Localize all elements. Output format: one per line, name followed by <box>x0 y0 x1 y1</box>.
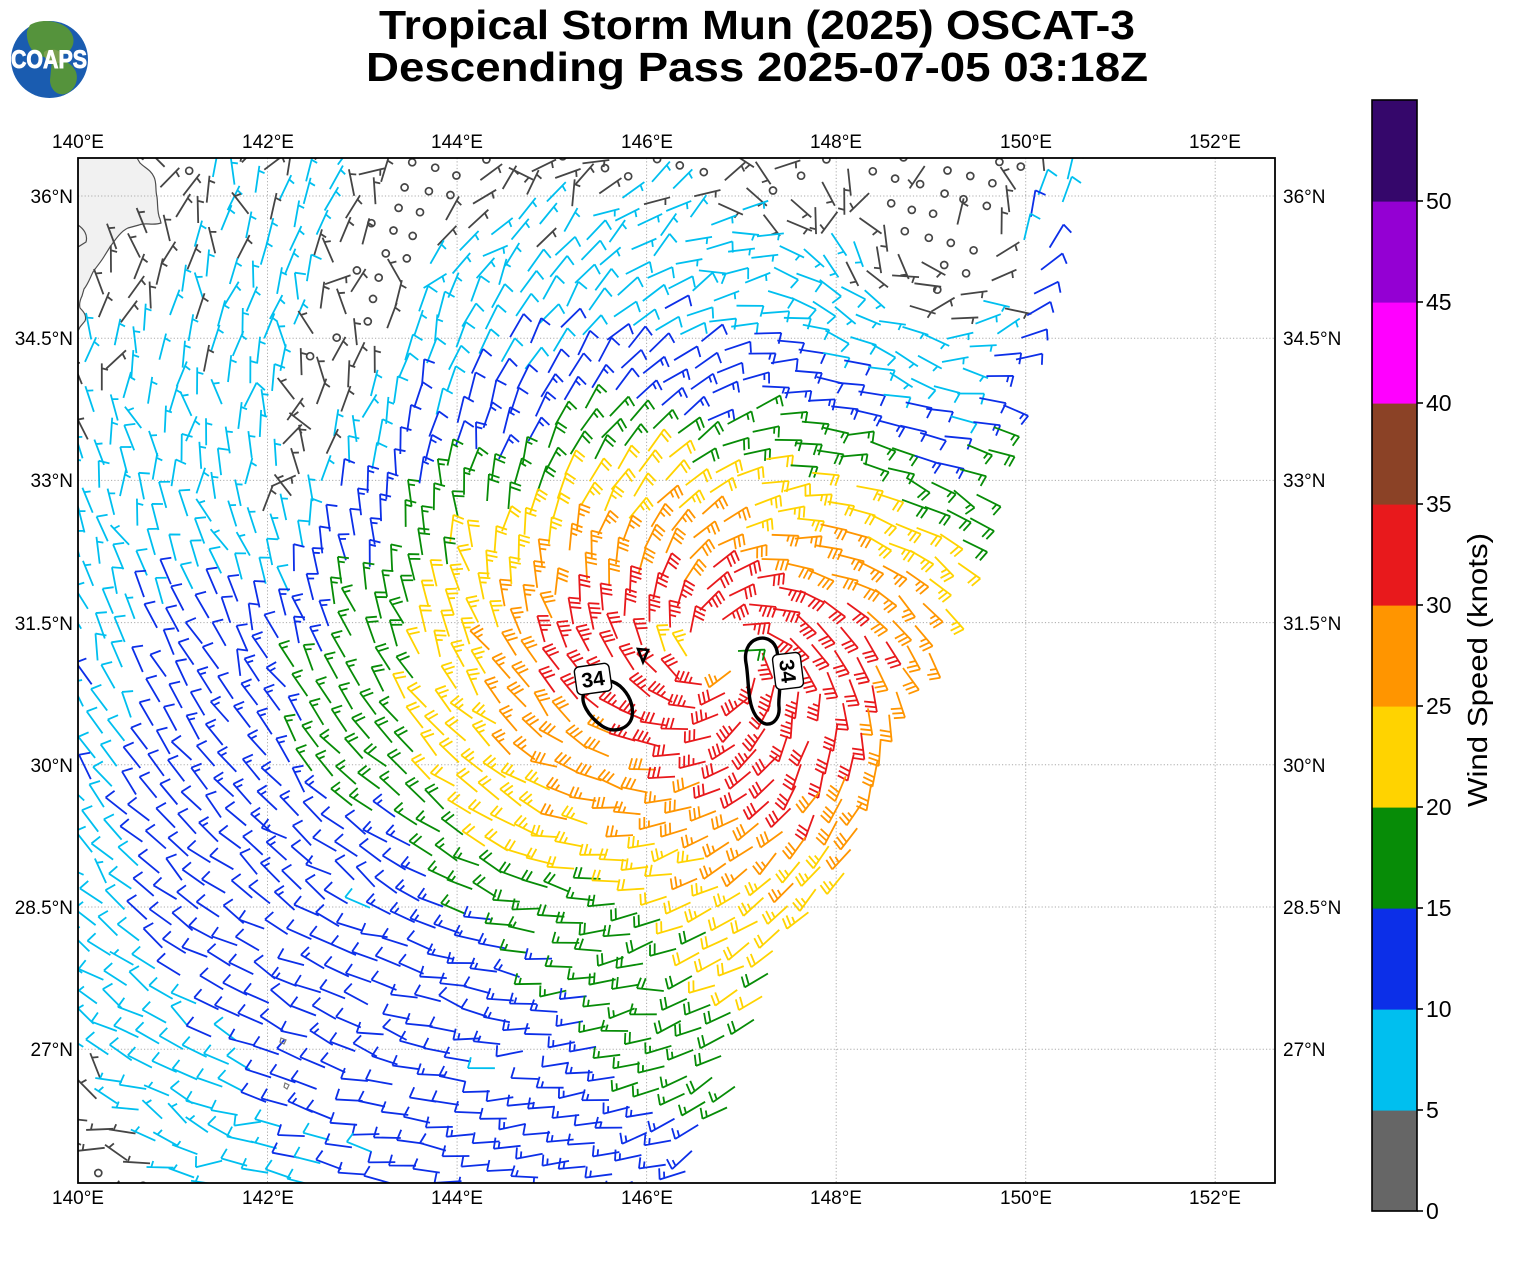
svg-text:33°N: 33°N <box>31 471 73 492</box>
svg-text:0: 0 <box>1426 1198 1439 1224</box>
svg-text:34.5°N: 34.5°N <box>1283 329 1341 350</box>
svg-text:33°N: 33°N <box>1283 471 1325 492</box>
svg-text:30°N: 30°N <box>1283 756 1325 777</box>
svg-text:30°N: 30°N <box>31 756 73 777</box>
svg-text:28.5°N: 28.5°N <box>1283 898 1341 919</box>
svg-text:34: 34 <box>580 667 607 693</box>
svg-text:27°N: 27°N <box>31 1040 73 1061</box>
svg-text:25: 25 <box>1426 693 1452 719</box>
svg-text:Descending Pass 2025-07-05 03:: Descending Pass 2025-07-05 03:18Z <box>366 44 1148 90</box>
svg-text:140°E: 140°E <box>52 132 104 153</box>
svg-text:30: 30 <box>1426 592 1452 618</box>
svg-text:40: 40 <box>1426 390 1452 416</box>
svg-text:150°E: 150°E <box>1000 132 1052 153</box>
svg-text:146°E: 146°E <box>621 132 673 153</box>
svg-text:Tropical Storm Mun (2025) OSCA: Tropical Storm Mun (2025) OSCAT-3 <box>379 2 1135 48</box>
svg-text:36°N: 36°N <box>1283 187 1325 208</box>
svg-text:140°E: 140°E <box>52 1188 104 1209</box>
svg-text:15: 15 <box>1426 895 1452 921</box>
svg-text:35: 35 <box>1426 491 1452 517</box>
svg-text:142°E: 142°E <box>242 1188 294 1209</box>
svg-text:142°E: 142°E <box>242 132 294 153</box>
svg-text:Wind Speed (knots): Wind Speed (knots) <box>1462 533 1493 807</box>
svg-text:152°E: 152°E <box>1189 132 1241 153</box>
svg-text:31.5°N: 31.5°N <box>15 614 73 635</box>
svg-text:150°E: 150°E <box>1000 1188 1052 1209</box>
svg-text:28.5°N: 28.5°N <box>15 898 73 919</box>
svg-text:45: 45 <box>1426 289 1452 315</box>
svg-text:34: 34 <box>774 658 800 684</box>
svg-text:146°E: 146°E <box>621 1188 673 1209</box>
svg-text:27°N: 27°N <box>1283 1040 1325 1061</box>
svg-text:31.5°N: 31.5°N <box>1283 614 1341 635</box>
svg-text:148°E: 148°E <box>810 1188 862 1209</box>
svg-text:36°N: 36°N <box>31 187 73 208</box>
svg-text:144°E: 144°E <box>431 1188 483 1209</box>
svg-text:34.5°N: 34.5°N <box>15 329 73 350</box>
svg-text:144°E: 144°E <box>431 132 483 153</box>
svg-text:152°E: 152°E <box>1189 1188 1241 1209</box>
svg-text:50: 50 <box>1426 188 1452 214</box>
svg-text:5: 5 <box>1426 1097 1439 1123</box>
svg-text:148°E: 148°E <box>810 132 862 153</box>
svg-text:10: 10 <box>1426 996 1452 1022</box>
svg-text:COAPS: COAPS <box>11 46 87 74</box>
svg-text:20: 20 <box>1426 794 1452 820</box>
